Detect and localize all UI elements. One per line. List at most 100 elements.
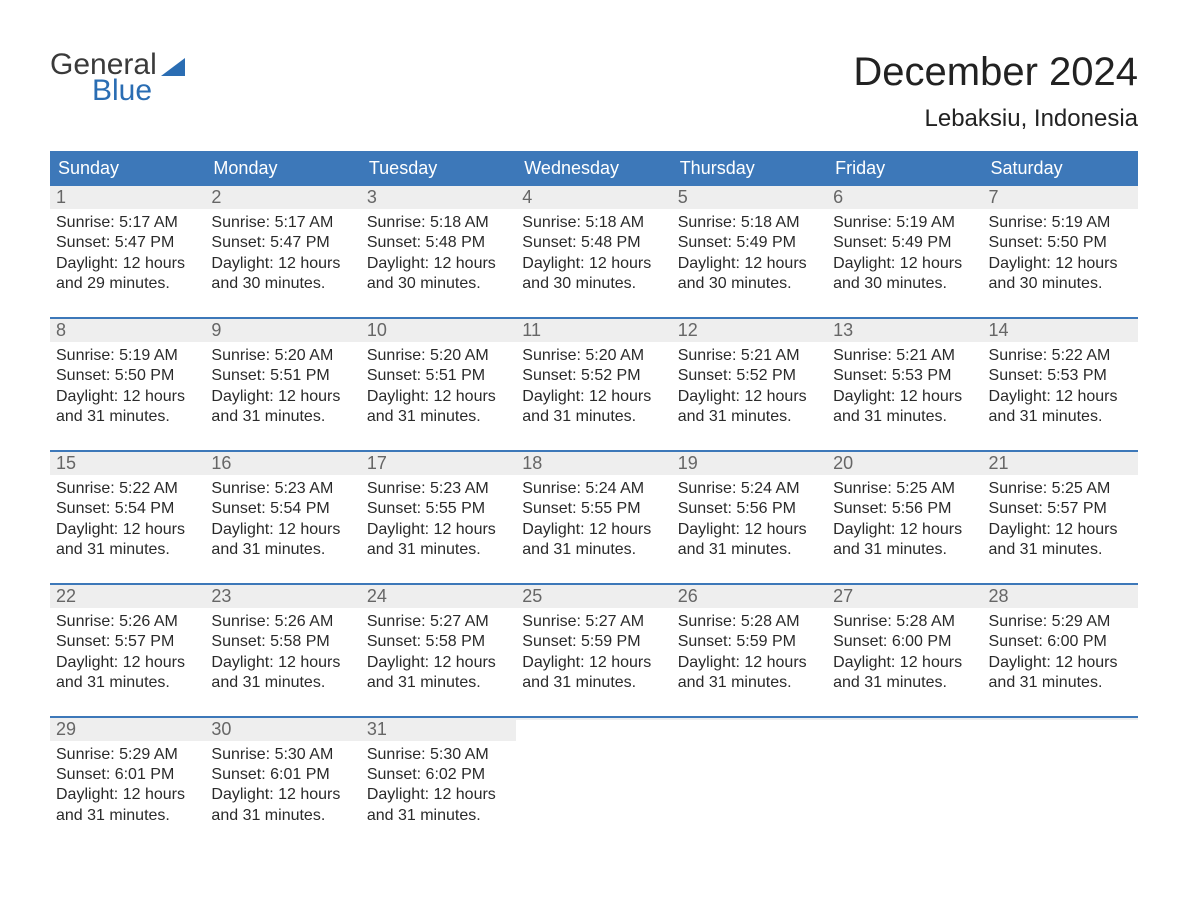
day-d1: Daylight: 12 hours [56,520,199,540]
week-row: 1 Sunrise: 5:17 AMSunset: 5:47 PM Daylight… [50,186,1138,305]
day-d1: Daylight: 12 hours [833,653,976,673]
day-d1: Daylight: 12 hours [989,254,1132,274]
day-number: 14 [983,319,1138,342]
brand-flag-icon [161,58,185,76]
day-d1: Daylight: 12 hours [989,520,1132,540]
day-d1: Daylight: 12 hours [367,254,510,274]
day-d2: and 29 minutes. [56,274,199,294]
day-number: 5 [672,186,827,209]
day-cell [672,718,827,837]
day-sunrise: Sunrise: 5:23 AM [211,479,354,499]
day-cell: 10Sunrise: 5:20 AMSunset: 5:51 PMDayligh… [361,319,516,438]
day-cell: 26Sunrise: 5:28 AMSunset: 5:59 PMDayligh… [672,585,827,704]
weekday-header: Friday [827,151,982,186]
day-sunset: Sunset: 5:47 PM [211,233,354,253]
day-d1: Daylight: 12 hours [211,520,354,540]
calendar-grid: Sunday Monday Tuesday Wednesday Thursday… [50,151,1138,836]
day-d2: and 31 minutes. [989,407,1132,427]
day-number: 23 [205,585,360,608]
day-d2: and 31 minutes. [989,540,1132,560]
day-d2: and 31 minutes. [678,673,821,693]
day-sunrise: Sunrise: 5:20 AM [211,346,354,366]
day-sunrise: Sunrise: 5:26 AM [56,612,199,632]
day-cell: 1Sunrise: 5:17 AMSunset: 5:47 PMDaylight… [50,186,205,305]
week-row: 22Sunrise: 5:26 AMSunset: 5:57 PMDayligh… [50,583,1138,704]
day-number: 31 [361,718,516,741]
day-sunrise: Sunrise: 5:18 AM [367,213,510,233]
day-d2: and 31 minutes. [522,407,665,427]
day-sunset: Sunset: 5:55 PM [522,499,665,519]
day-d1: Daylight: 12 hours [56,653,199,673]
day-sunrise: Sunrise: 5:30 AM [211,745,354,765]
day-number: 17 [361,452,516,475]
day-cell: 7Sunrise: 5:19 AMSunset: 5:50 PMDaylight… [983,186,1138,305]
day-sunset: Sunset: 5:52 PM [522,366,665,386]
day-cell: 30Sunrise: 5:30 AMSunset: 6:01 PMDayligh… [205,718,360,837]
day-sunset: Sunset: 5:59 PM [522,632,665,652]
day-body: Sunrise: 5:21 AMSunset: 5:52 PMDaylight:… [672,342,827,428]
day-d1: Daylight: 12 hours [367,785,510,805]
day-number: 11 [516,319,671,342]
day-body: Sunrise: 5:29 AMSunset: 6:01 PMDaylight:… [50,741,205,827]
day-number: 9 [205,319,360,342]
day-d1: Daylight: 12 hours [522,520,665,540]
weekday-header: Wednesday [516,151,671,186]
day-body: Sunrise: 5:23 AMSunset: 5:54 PMDaylight:… [205,475,360,561]
day-d1: Daylight: 12 hours [989,387,1132,407]
day-number: 10 [361,319,516,342]
day-sunset: Sunset: 5:51 PM [367,366,510,386]
day-sunrise: Sunrise: 5:18 AM [522,213,665,233]
day-number: 4 [516,186,671,209]
day-d2: and 30 minutes. [678,274,821,294]
day-cell: 28Sunrise: 5:29 AMSunset: 6:00 PMDayligh… [983,585,1138,704]
day-number: 1 [50,186,205,209]
week-row: 15Sunrise: 5:22 AMSunset: 5:54 PMDayligh… [50,450,1138,571]
weekday-header: Tuesday [361,151,516,186]
day-d1: Daylight: 12 hours [367,520,510,540]
day-d1: Daylight: 12 hours [678,520,821,540]
day-d2: and 31 minutes. [522,540,665,560]
day-sunrise: Sunrise: 5:21 AM [678,346,821,366]
day-d1: Daylight: 12 hours [211,653,354,673]
month-title: December 2024 [853,50,1138,95]
day-d2: and 30 minutes. [989,274,1132,294]
day-body: Sunrise: 5:22 AMSunset: 5:54 PMDaylight:… [50,475,205,561]
day-sunset: Sunset: 5:56 PM [833,499,976,519]
day-d2: and 31 minutes. [211,407,354,427]
day-body: Sunrise: 5:29 AMSunset: 6:00 PMDaylight:… [983,608,1138,694]
day-cell: 12Sunrise: 5:21 AMSunset: 5:52 PMDayligh… [672,319,827,438]
day-number [983,718,1138,720]
day-d2: and 31 minutes. [989,673,1132,693]
day-cell: 2Sunrise: 5:17 AMSunset: 5:47 PMDaylight… [205,186,360,305]
day-cell: 17Sunrise: 5:23 AMSunset: 5:55 PMDayligh… [361,452,516,571]
location-subtitle: Lebaksiu, Indonesia [853,105,1138,133]
day-number: 27 [827,585,982,608]
day-sunset: Sunset: 5:59 PM [678,632,821,652]
day-sunrise: Sunrise: 5:17 AM [211,213,354,233]
calendar-page: General Blue December 2024 Lebaksiu, Ind… [0,0,1188,866]
day-sunset: Sunset: 5:54 PM [56,499,199,519]
day-body: Sunrise: 5:18 AMSunset: 5:48 PMDaylight:… [516,209,671,295]
day-number: 25 [516,585,671,608]
day-cell [516,718,671,837]
title-block: December 2024 Lebaksiu, Indonesia [853,50,1138,133]
day-sunset: Sunset: 6:01 PM [211,765,354,785]
brand-logo: General Blue [50,50,185,106]
day-sunset: Sunset: 5:52 PM [678,366,821,386]
weekday-header: Saturday [983,151,1138,186]
day-cell: 25Sunrise: 5:27 AMSunset: 5:59 PMDayligh… [516,585,671,704]
day-d1: Daylight: 12 hours [989,653,1132,673]
day-body: Sunrise: 5:22 AMSunset: 5:53 PMDaylight:… [983,342,1138,428]
day-number: 13 [827,319,982,342]
day-cell: 5Sunrise: 5:18 AMSunset: 5:49 PMDaylight… [672,186,827,305]
day-d2: and 31 minutes. [367,806,510,826]
day-body: Sunrise: 5:20 AMSunset: 5:51 PMDaylight:… [205,342,360,428]
day-sunrise: Sunrise: 5:27 AM [367,612,510,632]
day-cell: 13Sunrise: 5:21 AMSunset: 5:53 PMDayligh… [827,319,982,438]
day-d2: and 31 minutes. [833,673,976,693]
day-d1: Daylight: 12 hours [833,387,976,407]
day-sunset: Sunset: 5:50 PM [989,233,1132,253]
day-body: Sunrise: 5:25 AMSunset: 5:57 PMDaylight:… [983,475,1138,561]
day-sunrise: Sunrise: 5:28 AM [678,612,821,632]
day-cell: 4Sunrise: 5:18 AMSunset: 5:48 PMDaylight… [516,186,671,305]
